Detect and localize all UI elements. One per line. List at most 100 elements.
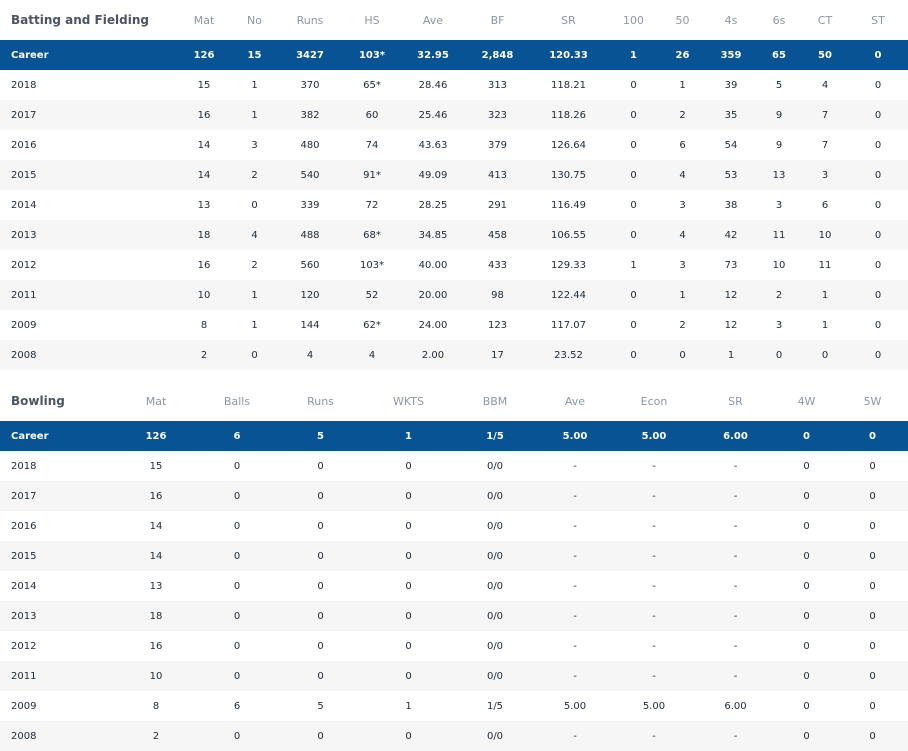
- batting-header-cell[interactable]: CT: [817, 13, 833, 27]
- batting-year-row: 2017 16 1 382 60 25.46 323 118.26 0 2 35 9 7 0: [0, 100, 908, 130]
- bowling-header-row: Bowling Mat Balls Runs WKTS BBM Ave Econ…: [0, 381, 908, 421]
- batting-stat-cell: 126: [193, 49, 215, 61]
- batting-stat-cell: 40.00: [418, 259, 448, 271]
- batting-stat-cell: 0: [874, 259, 882, 271]
- bowling-header-cell[interactable]: WKTS: [393, 394, 424, 408]
- batting-season-cell: 2009: [11, 319, 37, 331]
- bowling-stat-cell: 0: [405, 610, 412, 622]
- bowling-stat-cell: 0/0: [486, 520, 504, 532]
- bowling-header-cell[interactable]: Ave: [564, 394, 586, 408]
- batting-stat-cell: 24.00: [418, 319, 448, 331]
- bowling-stat-cell: 14: [149, 520, 163, 532]
- batting-year-row: 2008 2 0 4 4 2.00 17 23.52 0 0 1 0 0 0: [0, 340, 908, 370]
- bowling-season-cell: 2016: [11, 520, 37, 532]
- batting-stat-cell: 1: [251, 79, 258, 91]
- bowling-stat-cell: 6.00: [723, 430, 748, 442]
- batting-header-cell[interactable]: Runs: [296, 13, 324, 27]
- bowling-stat-cell: 0: [803, 640, 810, 652]
- batting-stat-cell: 2.00: [421, 349, 445, 361]
- bowling-stat-cell: -: [733, 520, 738, 532]
- batting-header-cell[interactable]: Ave: [422, 13, 444, 27]
- bowling-stat-cell: 0/0: [486, 730, 504, 742]
- bowling-stat-cell: 0: [803, 490, 810, 502]
- bowling-table: Bowling Mat Balls Runs WKTS BBM Ave Econ…: [0, 381, 908, 751]
- batting-stat-cell: 14: [197, 139, 211, 151]
- batting-stat-cell: 68*: [363, 229, 381, 241]
- bowling-header-cell[interactable]: Balls: [223, 394, 251, 408]
- bowling-stat-cell: -: [733, 580, 738, 592]
- batting-stat-cell: 379: [487, 139, 508, 151]
- batting-stat-cell: 25.46: [418, 109, 448, 121]
- bowling-stat-cell: 6: [233, 700, 241, 712]
- batting-header-cell[interactable]: HS: [364, 13, 380, 27]
- bowling-header-cell[interactable]: BBM: [482, 394, 508, 408]
- batting-stat-cell: 1: [679, 289, 686, 301]
- batting-stat-cell: 359: [720, 49, 742, 61]
- batting-stat-cell: 15: [247, 49, 262, 61]
- batting-stat-cell: 1: [630, 259, 637, 271]
- bowling-stat-cell: 16: [149, 640, 163, 652]
- batting-stat-cell: 560: [300, 259, 320, 271]
- batting-stat-cell: 0: [874, 169, 882, 181]
- bowling-header-cell[interactable]: Mat: [145, 394, 167, 408]
- batting-stat-cell: 43.63: [418, 139, 448, 151]
- bowling-section-title: Bowling: [11, 394, 65, 408]
- bowling-header-cell[interactable]: 4W: [797, 394, 816, 408]
- section-spacer: [0, 370, 908, 381]
- batting-stat-cell: 0: [679, 349, 686, 361]
- batting-stat-cell: 74: [365, 139, 379, 151]
- batting-stat-cell: 13: [197, 199, 211, 211]
- bowling-stat-cell: -: [573, 550, 577, 562]
- bowling-stat-cell: 0: [803, 580, 810, 592]
- bowling-stat-cell: 0: [317, 580, 324, 592]
- bowling-stat-cell: 0: [233, 520, 241, 532]
- batting-stat-cell: 1: [251, 109, 258, 121]
- batting-header-cell[interactable]: 4s: [724, 13, 738, 27]
- batting-header-cell[interactable]: ST: [871, 13, 885, 27]
- batting-career-row: Career 126 15 3427 103* 32.95 2,848 120.33 1 26 35…: [0, 40, 908, 70]
- batting-stat-cell: 118.21: [551, 79, 586, 91]
- batting-year-row: 2011 10 1 120 52 20.00 98 122.44 0 1 12 2 1 0: [0, 280, 908, 310]
- bowling-stat-cell: 0/0: [486, 610, 504, 622]
- batting-header-cell[interactable]: No: [247, 13, 262, 27]
- batting-season-cell: 2018: [11, 79, 37, 91]
- batting-header-cell[interactable]: 6s: [772, 13, 786, 27]
- batting-header-cell[interactable]: 50: [675, 13, 690, 27]
- batting-season-cell: 2012: [11, 259, 37, 271]
- batting-stat-cell: 1: [630, 49, 637, 61]
- batting-header-cell[interactable]: Mat: [193, 13, 215, 27]
- batting-stat-cell: 20.00: [418, 289, 448, 301]
- bowling-stat-cell: 5.00: [642, 700, 666, 712]
- batting-header-cell[interactable]: SR: [561, 13, 576, 27]
- bowling-header-cell[interactable]: SR: [728, 394, 743, 408]
- batting-stat-cell: 413: [487, 169, 508, 181]
- bowling-stat-cell: 5.00: [641, 430, 667, 442]
- batting-stat-cell: 313: [487, 79, 508, 91]
- batting-header-cell[interactable]: BF: [490, 13, 505, 27]
- bowling-stat-cell: -: [652, 550, 656, 562]
- batting-stat-cell: 26: [675, 49, 690, 61]
- bowling-header-cell[interactable]: 5W: [863, 394, 882, 408]
- bowling-stat-cell: 0: [317, 460, 324, 472]
- batting-season-cell: 2013: [11, 229, 37, 241]
- batting-stat-cell: 2,848: [481, 49, 514, 61]
- batting-stat-cell: 32.95: [417, 49, 449, 61]
- batting-year-row: 2015 14 2 540 91* 49.09 413 130.75 0 4 53 13 3 0: [0, 160, 908, 190]
- bowling-header-cell[interactable]: Econ: [640, 394, 668, 408]
- bowling-stat-cell: 5.00: [562, 430, 588, 442]
- bowling-stat-cell: 10: [149, 670, 163, 682]
- batting-stat-cell: 130.75: [551, 169, 586, 181]
- batting-header-cell[interactable]: 100: [623, 13, 644, 27]
- bowling-stat-cell: 0: [803, 430, 810, 442]
- batting-stat-cell: 0: [630, 229, 637, 241]
- batting-stat-cell: 106.55: [551, 229, 586, 241]
- bowling-stat-cell: 15: [149, 460, 163, 472]
- bowling-stat-cell: 0: [233, 460, 241, 472]
- bowling-header-cell[interactable]: Runs: [307, 394, 334, 408]
- bowling-stat-cell: 0: [869, 670, 876, 682]
- bowling-stat-cell: 0: [405, 580, 412, 592]
- batting-stat-cell: 39: [724, 79, 738, 91]
- batting-stat-cell: 2: [775, 289, 783, 301]
- batting-stat-cell: 0: [874, 139, 882, 151]
- batting-stat-cell: 13: [772, 169, 786, 181]
